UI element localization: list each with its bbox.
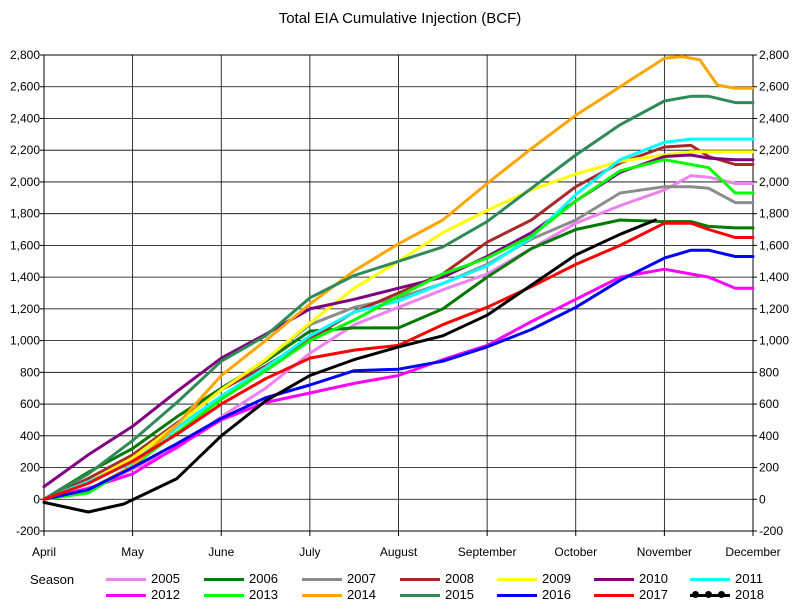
y-tick-label-right: 2,600: [759, 80, 789, 94]
series-line-2017: [42, 221, 755, 501]
legend-label: 2010: [639, 571, 668, 586]
legend-label: 2014: [347, 587, 376, 602]
y-tick-label-right: 2,800: [759, 48, 789, 62]
y-tick-label-right: 1,000: [759, 334, 789, 348]
y-tick-label-right: 400: [759, 429, 779, 443]
legend-label: 2015: [445, 587, 474, 602]
x-tick-label: November: [637, 545, 692, 559]
legend-swatch: [497, 594, 537, 597]
legend-swatch: [204, 578, 244, 581]
legend: Season 2005 2006 2007 2008 2009 2010 2011 2012 2…: [0, 566, 800, 606]
legend-swatch: [106, 594, 146, 597]
legend-marker: [718, 591, 725, 598]
y-tick-label-right: 2,000: [759, 175, 789, 189]
x-tick-label: December: [725, 545, 780, 559]
y-tick-label-left: 2,600: [10, 80, 40, 94]
chart-plot: -200 0 200 400 600 800 1,000 1,200 1,400 1,600 1,8…: [10, 48, 789, 559]
x-tick-label: April: [32, 545, 56, 559]
series-line-2016: [42, 248, 755, 501]
legend-marker: [692, 591, 699, 598]
y-axis-left: -200 0 200 400 600 800 1,000 1,200 1,400 1,600 1,8…: [10, 48, 40, 538]
legend-label: 2012: [151, 587, 180, 602]
series-line-2010: [42, 153, 755, 489]
legend-label: 2007: [347, 571, 376, 586]
legend-swatch: [302, 578, 342, 581]
legend-swatch: [204, 594, 244, 597]
legend-swatch: [400, 578, 440, 581]
x-tick-label: September: [458, 545, 517, 559]
y-tick-label-left: 800: [20, 365, 40, 379]
legend-label: 2018: [735, 587, 764, 602]
y-tick-label-left: 2,200: [10, 143, 40, 157]
y-tick-label-right: 1,200: [759, 302, 789, 316]
y-tick-label-left: 2,000: [10, 175, 40, 189]
legend-label: 2013: [249, 587, 278, 602]
legend-title: Season: [30, 572, 75, 587]
y-tick-label-right: 200: [759, 461, 779, 475]
legend-swatch: [106, 578, 146, 581]
y-tick-label-left: -200: [16, 524, 40, 538]
legend-swatch: [690, 578, 730, 581]
series-line-2006: [42, 218, 755, 501]
legend-label: 2006: [249, 571, 278, 586]
x-tick-label: October: [554, 545, 597, 559]
legend-label: 2011: [735, 571, 763, 586]
x-tick-label: July: [299, 545, 320, 559]
y-tick-label-left: 600: [20, 397, 40, 411]
y-tick-label-left: 1,800: [10, 207, 40, 221]
y-tick-label-right: 600: [759, 397, 779, 411]
legend-swatch: [594, 578, 634, 581]
y-tick-label-right: 1,800: [759, 207, 789, 221]
y-tick-label-left: 2,400: [10, 111, 40, 125]
series-line-2018: [42, 218, 657, 514]
y-tick-label-right: -200: [759, 524, 783, 538]
legend-label: 2017: [639, 587, 668, 602]
legend-label: 2016: [542, 587, 571, 602]
y-tick-label-left: 1,200: [10, 302, 40, 316]
legend-swatch: [497, 578, 537, 581]
y-tick-label-left: 2,800: [10, 48, 40, 62]
series-line-2011: [42, 137, 755, 501]
x-tick-label: May: [121, 545, 144, 559]
legend-swatch: [302, 594, 342, 597]
y-axis-right: -200 0 200 400 600 800 1,000 1,200 1,400 1,600 1,8…: [759, 48, 789, 538]
y-tick-label-left: 1,600: [10, 238, 40, 252]
x-tick-label: June: [208, 545, 234, 559]
legend-label: 2005: [151, 571, 180, 586]
series-line-2015: [42, 94, 755, 501]
series-line-2012: [42, 267, 755, 501]
y-tick-label-right: 0: [759, 492, 766, 506]
y-tick-label-left: 1,400: [10, 270, 40, 284]
legend-swatch: [594, 594, 634, 597]
y-tick-label-left: 1,000: [10, 334, 40, 348]
series-line-2014: [42, 55, 755, 501]
legend-swatch: [400, 594, 440, 597]
y-tick-label-right: 2,400: [759, 111, 789, 125]
y-tick-label-left: 400: [20, 429, 40, 443]
x-tick-label: August: [380, 545, 418, 559]
chart-title: Total EIA Cumulative Injection (BCF): [278, 10, 522, 27]
y-tick-label-right: 1,400: [759, 270, 789, 284]
legend-label: 2008: [445, 571, 474, 586]
y-tick-label-right: 1,600: [759, 238, 789, 252]
x-axis: April May June July August September October No…: [32, 545, 781, 559]
series-lines: [42, 55, 755, 514]
y-tick-label-right: 800: [759, 365, 779, 379]
y-tick-label-right: 2,200: [759, 143, 789, 157]
y-tick-label-left: 200: [20, 461, 40, 475]
y-tick-label-left: 0: [33, 492, 40, 506]
legend-marker: [705, 591, 712, 598]
legend-label: 2009: [542, 571, 571, 586]
